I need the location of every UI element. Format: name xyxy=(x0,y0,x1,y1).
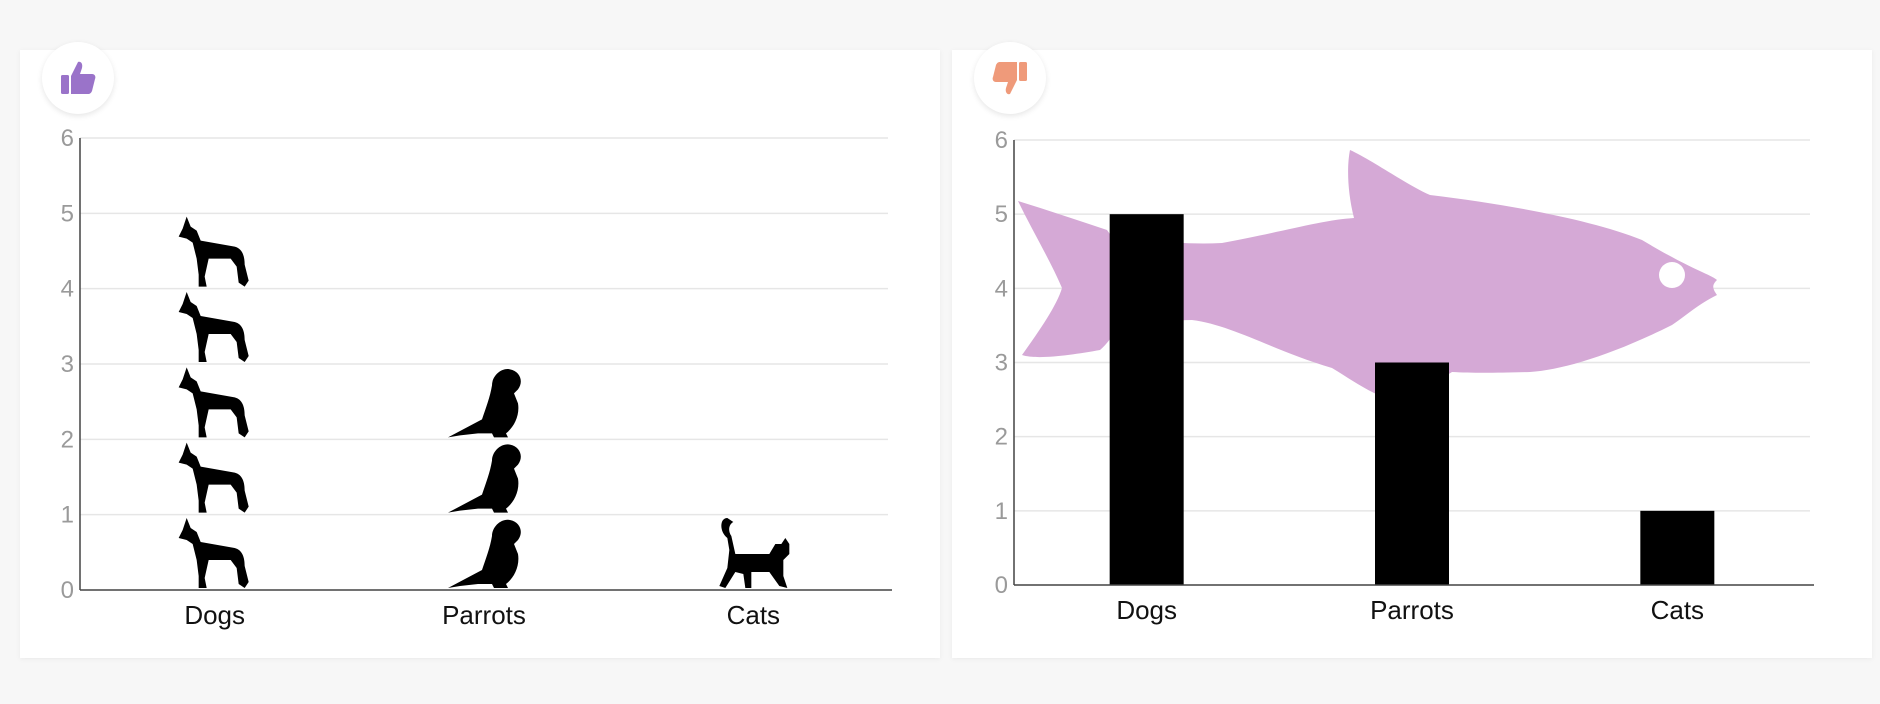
dog-icon xyxy=(179,367,249,437)
cat-icon xyxy=(719,518,789,588)
y-tick-label: 3 xyxy=(995,350,1008,377)
y-tick-label: 4 xyxy=(61,276,74,303)
x-tick-label: Dogs xyxy=(184,600,245,630)
bar-parrots xyxy=(1375,363,1449,586)
parrot-icon xyxy=(448,444,521,512)
y-tick-label: 1 xyxy=(995,498,1008,525)
x-tick-label: Cats xyxy=(1651,595,1704,625)
y-tick-label: 6 xyxy=(995,127,1008,154)
good-example-panel: 0 1 2 3 4 5 6 Dogs Parrots Cats xyxy=(20,50,940,658)
pictograph-chart: 0 1 2 3 4 5 6 Dogs Parrots Cats xyxy=(20,50,940,658)
bad-example-panel: 0 1 2 3 4 5 6 Dogs Parrots Cats xyxy=(952,50,1872,658)
x-tick-label: Cats xyxy=(727,600,780,630)
y-tick-label: 5 xyxy=(61,200,74,227)
bar-chart: 0 1 2 3 4 5 6 Dogs Parrots Cats xyxy=(952,50,1872,658)
y-tick-label: 0 xyxy=(995,572,1008,599)
y-tick-label: 3 xyxy=(61,351,74,378)
y-tick-label: 6 xyxy=(61,125,74,152)
dog-icon xyxy=(179,518,249,588)
parrot-icon xyxy=(448,369,521,437)
x-tick-label: Dogs xyxy=(1116,595,1177,625)
y-tick-label: 4 xyxy=(995,275,1008,302)
parrot-icon xyxy=(448,520,521,588)
x-tick-label: Parrots xyxy=(1370,595,1454,625)
bar-cats xyxy=(1640,511,1714,585)
dog-icon xyxy=(179,217,249,287)
dog-icon xyxy=(179,443,249,513)
x-tick-label: Parrots xyxy=(442,600,526,630)
y-tick-label: 2 xyxy=(995,424,1008,451)
dog-icon xyxy=(179,292,249,362)
y-tick-label: 2 xyxy=(61,426,74,453)
y-tick-label: 5 xyxy=(995,201,1008,228)
y-tick-label: 0 xyxy=(61,577,74,604)
y-tick-label: 1 xyxy=(61,502,74,529)
bar-dogs xyxy=(1110,214,1184,585)
